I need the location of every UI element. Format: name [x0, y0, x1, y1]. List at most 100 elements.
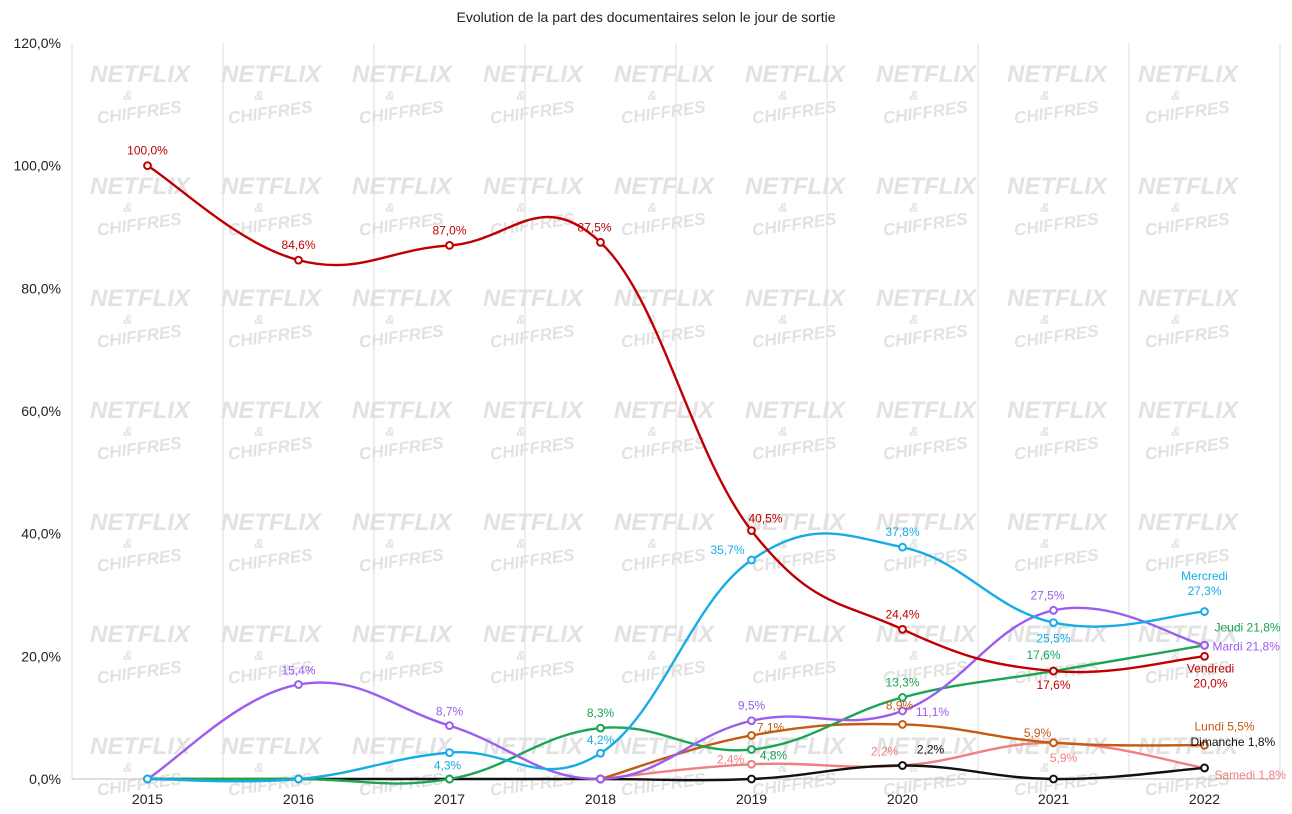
svg-text:&: & [1040, 648, 1049, 663]
svg-text:CHIFFRES: CHIFFRES [227, 545, 314, 576]
data-point-mercredi [747, 555, 756, 565]
watermark: NETFLIX&CHIFFRES [1007, 509, 1109, 576]
svg-text:CHIFFRES: CHIFFRES [1144, 97, 1231, 128]
svg-text:CHIFFRES: CHIFFRES [489, 97, 576, 128]
data-point-lundi [747, 731, 756, 740]
svg-text:&: & [1171, 648, 1180, 663]
svg-text:NETFLIX: NETFLIX [221, 173, 323, 200]
svg-text:&: & [909, 648, 918, 663]
svg-text:NETFLIX: NETFLIX [1007, 397, 1109, 424]
svg-text:NETFLIX: NETFLIX [90, 285, 192, 312]
data-point-lundi [898, 720, 907, 729]
svg-text:NETFLIX: NETFLIX [352, 733, 454, 760]
svg-text:CHIFFRES: CHIFFRES [1144, 321, 1231, 352]
svg-text:CHIFFRES: CHIFFRES [96, 545, 183, 576]
svg-text:NETFLIX: NETFLIX [221, 621, 323, 648]
svg-text:NETFLIX: NETFLIX [614, 61, 716, 88]
data-point-mercredi [294, 774, 303, 784]
x-tick-label: 2019 [736, 791, 767, 807]
svg-text:&: & [254, 648, 263, 663]
watermark: NETFLIX&CHIFFRES [90, 397, 192, 464]
svg-text:&: & [778, 88, 787, 103]
svg-text:NETFLIX: NETFLIX [745, 61, 847, 88]
svg-text:&: & [123, 200, 132, 215]
series-line-mercredi [146, 532, 1206, 783]
data-point-vendredi [1049, 666, 1058, 676]
data-point-jeudi [445, 774, 454, 784]
data-label-jeudi: Jeudi 21,8% [1215, 620, 1281, 634]
watermark: NETFLIX&CHIFFRES [90, 733, 192, 800]
svg-text:NETFLIX: NETFLIX [352, 509, 454, 536]
svg-text:&: & [516, 88, 525, 103]
watermark: NETFLIX&CHIFFRES [876, 285, 978, 352]
svg-text:&: & [1171, 88, 1180, 103]
x-tick-label: 2017 [434, 791, 465, 807]
x-tick-label: 2018 [585, 791, 616, 807]
data-label-samedi: 2,2% [871, 745, 899, 759]
watermark: NETFLIX&CHIFFRES [1007, 173, 1109, 240]
svg-text:CHIFFRES: CHIFFRES [489, 321, 576, 352]
svg-text:&: & [1171, 536, 1180, 551]
y-tick-label: 40,0% [21, 526, 61, 542]
watermark: NETFLIX&CHIFFRES [221, 509, 323, 576]
svg-text:CHIFFRES: CHIFFRES [882, 209, 969, 240]
svg-text:NETFLIX: NETFLIX [352, 173, 454, 200]
watermark: NETFLIX&CHIFFRES [221, 621, 323, 688]
svg-text:&: & [385, 312, 394, 327]
watermark: NETFLIX&CHIFFRES [352, 509, 454, 576]
data-point-mercredi [143, 774, 152, 784]
data-point-vendredi [445, 241, 454, 250]
svg-text:CHIFFRES: CHIFFRES [751, 545, 838, 576]
data-label-vendredi: 84,6% [281, 238, 315, 252]
data-point-vendredi [294, 255, 303, 265]
svg-text:CHIFFRES: CHIFFRES [96, 657, 183, 688]
svg-text:&: & [123, 312, 132, 327]
watermark: NETFLIX&CHIFFRES [483, 397, 585, 464]
svg-text:NETFLIX: NETFLIX [745, 733, 847, 760]
chart-title: Evolution de la part des documentaires s… [456, 9, 836, 25]
svg-text:CHIFFRES: CHIFFRES [882, 433, 969, 464]
svg-text:&: & [909, 760, 918, 775]
watermark: NETFLIX&CHIFFRES [745, 285, 847, 352]
data-point-samedi [747, 759, 756, 769]
svg-text:CHIFFRES: CHIFFRES [489, 433, 576, 464]
watermark: NETFLIX&CHIFFRES [90, 509, 192, 576]
watermark: NETFLIX&CHIFFRES [90, 621, 192, 688]
data-label-mardi: Mardi 21,8% [1213, 639, 1281, 653]
svg-text:&: & [385, 760, 394, 775]
data-point-mardi [747, 716, 756, 726]
svg-text:CHIFFRES: CHIFFRES [358, 657, 445, 688]
svg-text:NETFLIX: NETFLIX [614, 621, 716, 648]
svg-text:NETFLIX: NETFLIX [90, 509, 192, 536]
series-line-mardi [146, 606, 1206, 781]
svg-text:CHIFFRES: CHIFFRES [489, 545, 576, 576]
y-tick-label: 100,0% [14, 158, 61, 174]
watermark: NETFLIX&CHIFFRES [483, 285, 585, 352]
svg-text:CHIFFRES: CHIFFRES [96, 321, 183, 352]
svg-text:NETFLIX: NETFLIX [352, 621, 454, 648]
svg-text:&: & [647, 312, 656, 327]
svg-text:CHIFFRES: CHIFFRES [620, 657, 707, 688]
data-label-dimanche: Dimanche 1,8% [1191, 735, 1276, 749]
svg-text:&: & [778, 424, 787, 439]
svg-text:&: & [909, 200, 918, 215]
series-line-vendredi [146, 164, 1206, 674]
svg-text:NETFLIX: NETFLIX [876, 397, 978, 424]
svg-text:&: & [254, 760, 263, 775]
data-label-lundi: 8,9% [886, 698, 914, 712]
y-tick-label: 120,0% [14, 35, 61, 51]
series-layer [143, 161, 1209, 785]
watermark: NETFLIX&CHIFFRES [1138, 61, 1240, 128]
data-point-lundi [1200, 740, 1209, 750]
svg-text:CHIFFRES: CHIFFRES [227, 433, 314, 464]
grid-layer [71, 43, 1281, 779]
svg-text:NETFLIX: NETFLIX [483, 509, 585, 536]
svg-text:&: & [1040, 536, 1049, 551]
watermark: NETFLIX&CHIFFRES [483, 173, 585, 240]
svg-text:NETFLIX: NETFLIX [876, 285, 978, 312]
svg-text:NETFLIX: NETFLIX [221, 285, 323, 312]
svg-text:NETFLIX: NETFLIX [90, 61, 192, 88]
svg-text:CHIFFRES: CHIFFRES [620, 97, 707, 128]
svg-text:&: & [1040, 88, 1049, 103]
watermark: NETFLIX&CHIFFRES [483, 61, 585, 128]
